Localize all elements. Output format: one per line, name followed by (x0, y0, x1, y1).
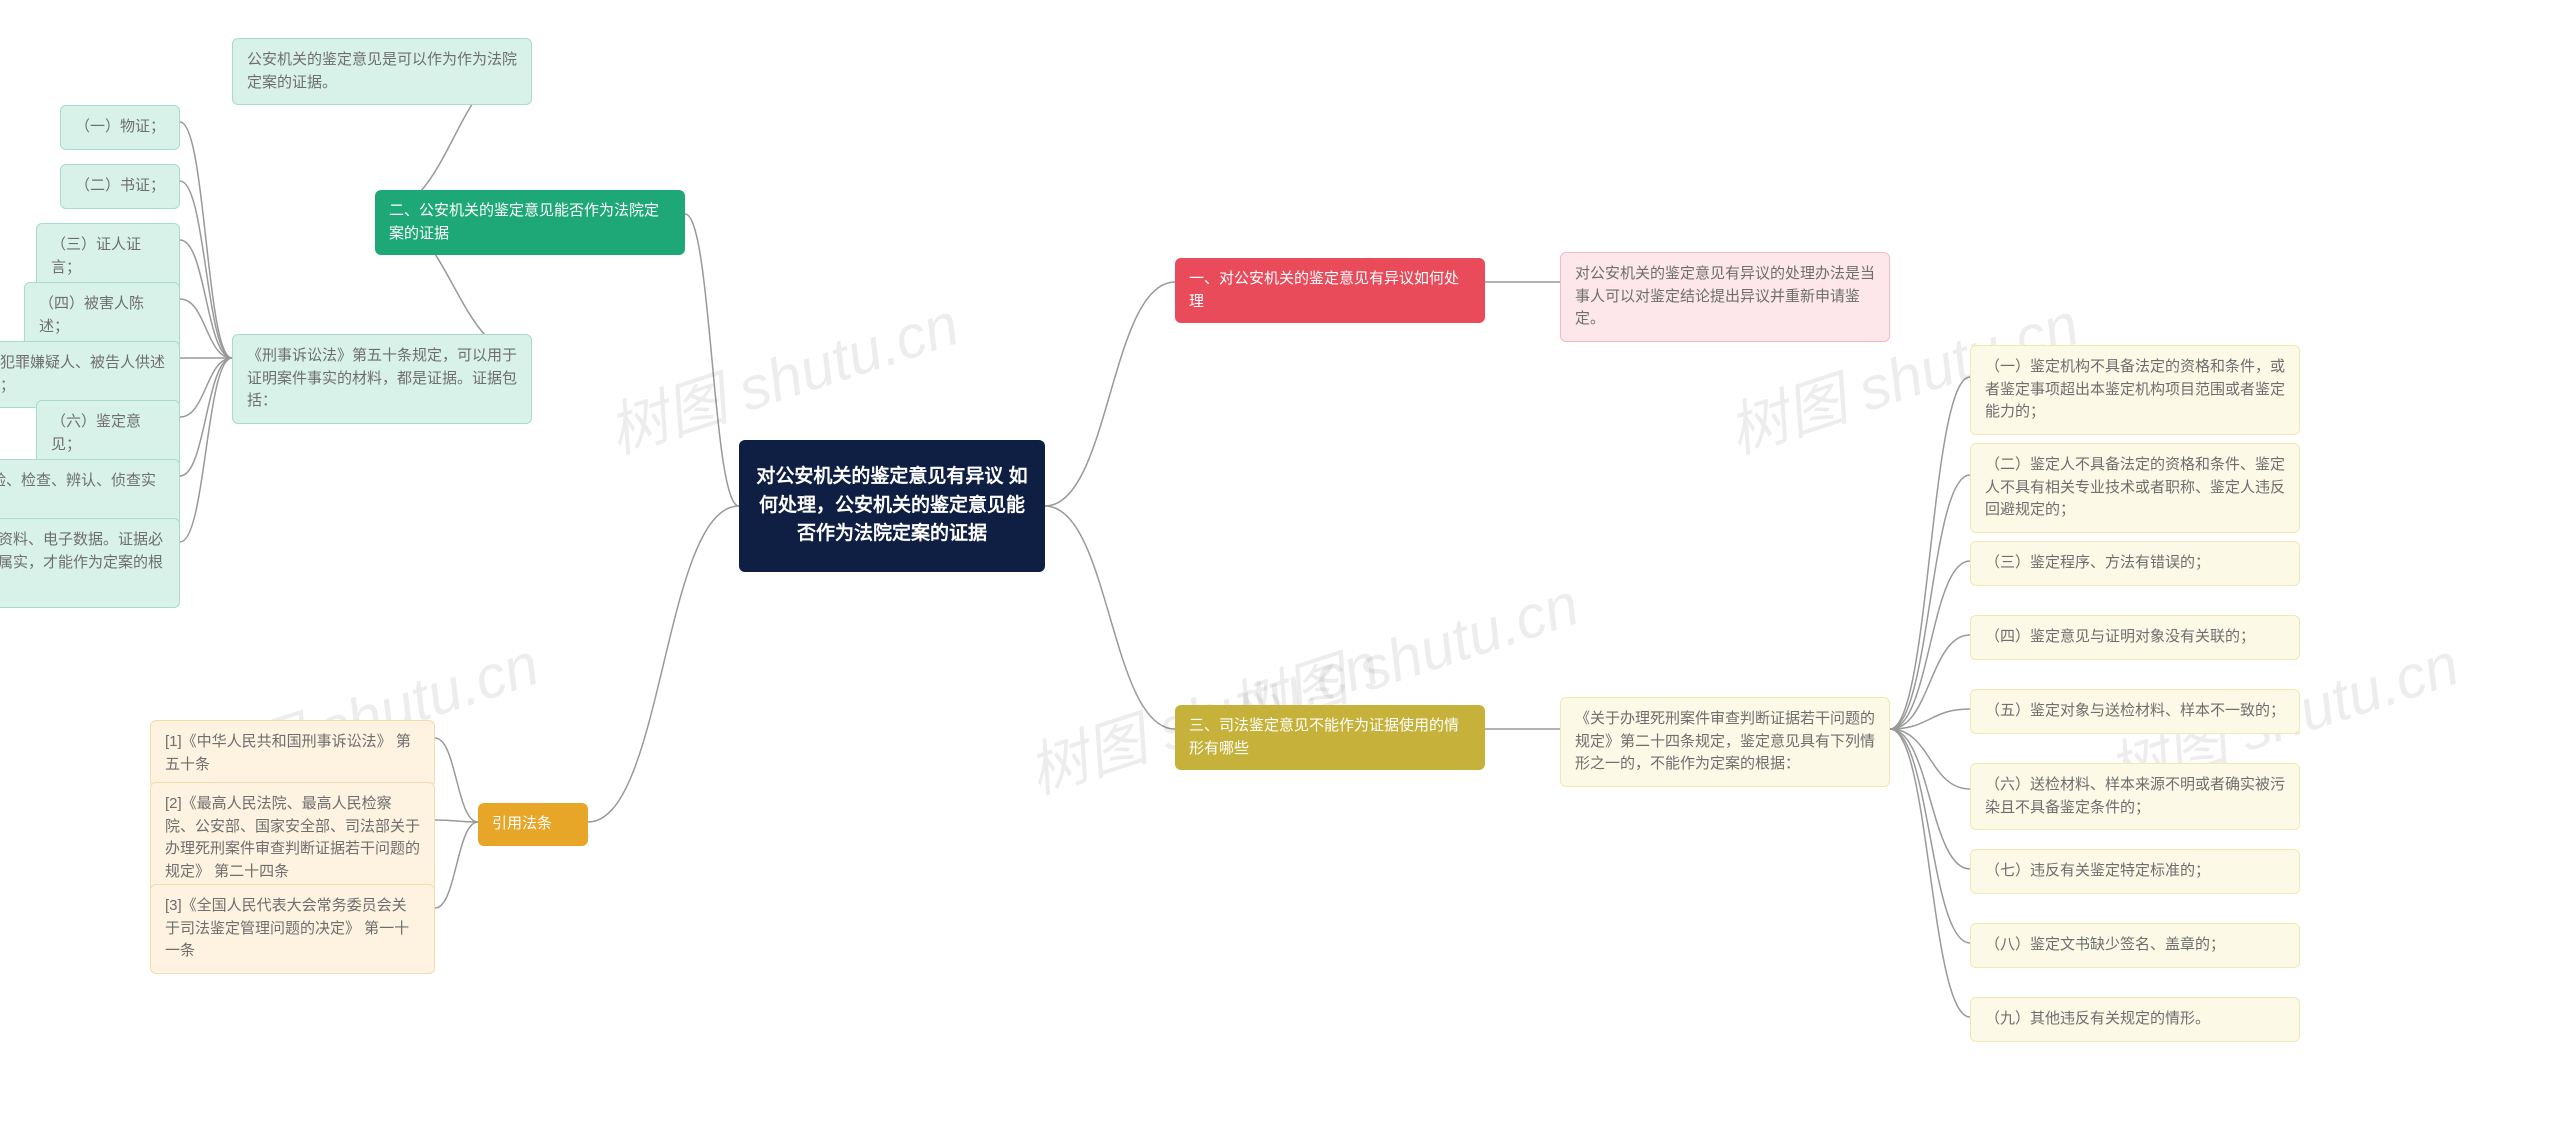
leaf-node: （三）鉴定程序、方法有错误的； (1970, 541, 2300, 586)
leaf-node: （八）视听资料、电子数据。证据必须经过查证属实，才能作为定案的根据。 (0, 518, 180, 608)
leaf-node: 公安机关的鉴定意见是可以作为作为法院定案的证据。 (232, 38, 532, 105)
leaf-node: （四）鉴定意见与证明对象没有关联的； (1970, 615, 2300, 660)
leaf-node: （六）鉴定意见； (36, 400, 180, 467)
leaf-node: [1]《中华人民共和国刑事诉讼法》 第五十条 (150, 720, 435, 787)
leaf-node: （四）被害人陈述； (24, 282, 180, 349)
branch-r3: 三、司法鉴定意见不能作为证据使用的情形有哪些 (1175, 705, 1485, 770)
branch-l4: 引用法条 (478, 803, 588, 846)
sub-node: 《关于办理死刑案件审查判断证据若干问题的规定》第二十四条规定，鉴定意见具有下列情… (1560, 697, 1890, 787)
branch-l2: 二、公安机关的鉴定意见能否作为法院定案的证据 (375, 190, 685, 255)
leaf-node: （一）物证； (60, 105, 180, 150)
leaf-node: （二）书证； (60, 164, 180, 209)
leaf-node: 《刑事诉讼法》第五十条规定，可以用于证明案件事实的材料，都是证据。证据包括： (232, 334, 532, 424)
leaf-node: （五）鉴定对象与送检材料、样本不一致的； (1970, 689, 2300, 734)
branch-r1: 一、对公安机关的鉴定意见有异议如何处理 (1175, 258, 1485, 323)
leaf-node: （三）证人证言； (36, 223, 180, 290)
leaf-node: （八）鉴定文书缺少签名、盖章的； (1970, 923, 2300, 968)
center-node: 对公安机关的鉴定意见有异议 如何处理，公安机关的鉴定意见能否作为法院定案的证据 (739, 440, 1045, 572)
leaf-node: （七）违反有关鉴定特定标准的； (1970, 849, 2300, 894)
leaf-node: [3]《全国人民代表大会常务委员会关于司法鉴定管理问题的决定》 第一十一条 (150, 884, 435, 974)
leaf-node: （二）鉴定人不具备法定的资格和条件、鉴定人不具有相关专业技术或者职称、鉴定人违反… (1970, 443, 2300, 533)
leaf-node: （五）犯罪嫌疑人、被告人供述和辩解； (0, 341, 180, 408)
leaf-node: （六）送检材料、样本来源不明或者确实被污染且不具备鉴定条件的； (1970, 763, 2300, 830)
leaf-node: （九）其他违反有关规定的情形。 (1970, 997, 2300, 1042)
mindmap-canvas: 树图 shutu.cn树图 shutu.cn树图 shutu.cn树图 shut… (0, 0, 2560, 1136)
leaf-node: （一）鉴定机构不具备法定的资格和条件，或者鉴定事项超出本鉴定机构项目范围或者鉴定… (1970, 345, 2300, 435)
leaf-node: 对公安机关的鉴定意见有异议的处理办法是当事人可以对鉴定结论提出异议并重新申请鉴定… (1560, 252, 1890, 342)
leaf-node: （七）勘验、检查、辨认、侦查实验等笔录； (0, 459, 180, 526)
leaf-node: [2]《最高人民法院、最高人民检察院、公安部、国家安全部、司法部关于办理死刑案件… (150, 782, 435, 894)
